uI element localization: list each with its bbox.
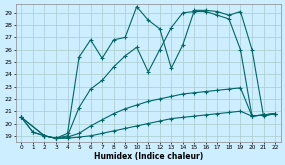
X-axis label: Humidex (Indice chaleur): Humidex (Indice chaleur)	[93, 152, 203, 161]
